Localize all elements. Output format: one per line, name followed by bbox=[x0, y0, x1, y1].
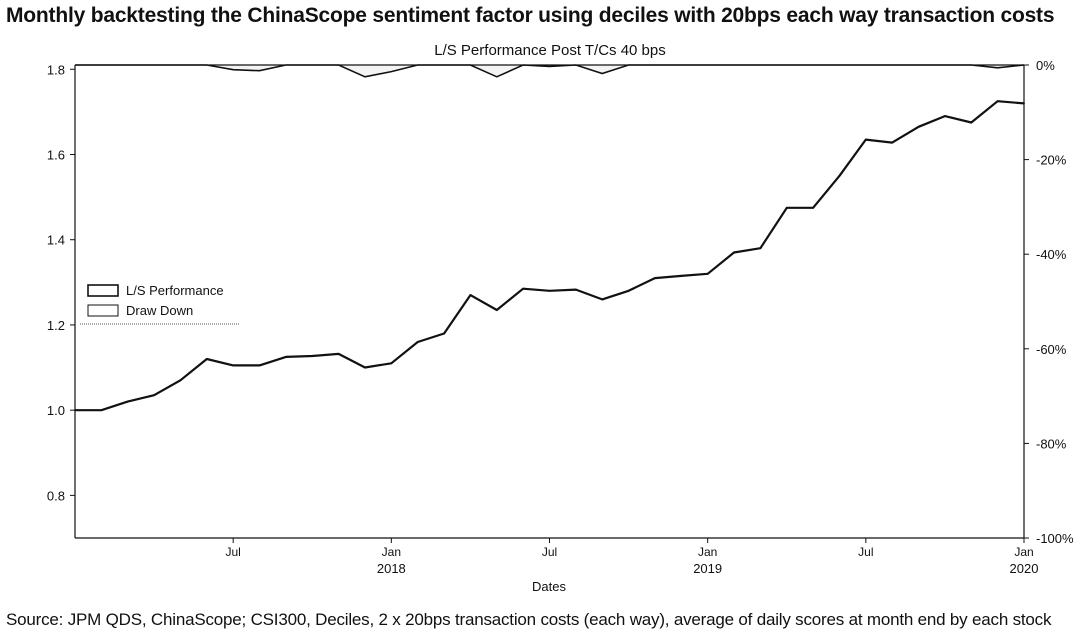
left-tick-label: 1.8 bbox=[47, 62, 65, 77]
x-year-label: 2018 bbox=[377, 561, 406, 576]
left-tick-label: 1.4 bbox=[47, 233, 65, 248]
performance-point bbox=[759, 247, 762, 250]
right-tick-label: -60% bbox=[1036, 342, 1067, 357]
performance-point bbox=[891, 141, 894, 144]
performance-point bbox=[917, 125, 920, 128]
performance-point bbox=[733, 251, 735, 254]
performance-point bbox=[812, 206, 814, 209]
performance-point bbox=[706, 272, 709, 275]
x-tick-label: Jul bbox=[858, 545, 873, 559]
performance-point bbox=[601, 298, 604, 301]
performance-point bbox=[838, 174, 841, 177]
x-year-label: 2019 bbox=[693, 561, 722, 576]
performance-point bbox=[364, 366, 366, 369]
x-axis: Jul Jan 2018 Jul Jan 2019 Jul Jan 2020 bbox=[225, 538, 1038, 576]
performance-layer bbox=[74, 100, 1025, 412]
right-tick-label: -100% bbox=[1036, 531, 1074, 546]
performance-point bbox=[654, 277, 656, 279]
right-tick-label: -40% bbox=[1036, 247, 1067, 262]
left-tick-label: 1.6 bbox=[47, 147, 65, 162]
left-tick-label: 1.2 bbox=[47, 318, 65, 333]
performance-point bbox=[1023, 102, 1025, 105]
performance-point bbox=[522, 287, 524, 290]
performance-point bbox=[627, 289, 630, 292]
x-tick-label: Jul bbox=[542, 545, 557, 559]
left-axis: 0.8 1.0 1.2 1.4 1.6 1.8 bbox=[47, 62, 75, 503]
performance-point bbox=[337, 353, 340, 355]
performance-point bbox=[996, 100, 999, 103]
performance-point bbox=[970, 121, 973, 124]
right-tick-label: -80% bbox=[1036, 436, 1067, 451]
performance-point bbox=[100, 409, 103, 412]
right-tick-label: 0% bbox=[1036, 58, 1055, 73]
performance-point bbox=[416, 341, 419, 343]
performance-point bbox=[469, 294, 472, 296]
performance-point bbox=[126, 400, 129, 403]
x-tick-label: Jul bbox=[225, 545, 240, 559]
headline: Monthly backtesting the ChinaScope senti… bbox=[6, 4, 1055, 27]
performance-point bbox=[179, 379, 182, 382]
right-axis: 0% -20% -40% -60% -80% -100% bbox=[1024, 58, 1074, 546]
legend-swatch-performance bbox=[87, 284, 119, 297]
performance-line bbox=[75, 100, 1025, 412]
legend-label-performance: L/S Performance bbox=[126, 283, 224, 298]
performance-point bbox=[153, 394, 156, 397]
performance-point bbox=[285, 356, 287, 358]
right-tick-label: -20% bbox=[1036, 153, 1067, 168]
drawdown-layer bbox=[75, 64, 1025, 78]
x-tick-label: Jan bbox=[1014, 545, 1033, 559]
performance-point bbox=[311, 355, 314, 357]
performance-point bbox=[443, 332, 445, 335]
performance-point bbox=[785, 206, 788, 209]
performance-point bbox=[258, 364, 261, 367]
drawdown-line bbox=[75, 64, 1025, 78]
performance-point bbox=[390, 362, 393, 365]
left-tick-label: 1.0 bbox=[47, 403, 65, 418]
left-tick-label: 0.8 bbox=[47, 488, 65, 503]
performance-point bbox=[495, 309, 498, 311]
performance-point bbox=[680, 275, 683, 277]
x-tick-label: Jan bbox=[382, 545, 401, 559]
performance-point bbox=[548, 289, 551, 292]
legend-swatch-drawdown bbox=[87, 304, 119, 317]
performance-point bbox=[205, 358, 208, 360]
legend-label-drawdown: Draw Down bbox=[126, 303, 193, 318]
x-year-label: 2020 bbox=[1010, 561, 1039, 576]
performance-point bbox=[944, 115, 946, 117]
legend: L/S Performance Draw Down bbox=[80, 276, 240, 325]
source-note: Source: JPM QDS, ChinaScope; CSI300, Dec… bbox=[6, 610, 1052, 629]
x-axis-title: Dates bbox=[532, 579, 566, 594]
x-tick-label: Jan bbox=[698, 545, 717, 559]
chart-title: L/S Performance Post T/Cs 40 bps bbox=[434, 42, 666, 59]
performance-point bbox=[864, 138, 867, 141]
performance-point bbox=[232, 364, 235, 367]
performance-point bbox=[575, 288, 577, 291]
